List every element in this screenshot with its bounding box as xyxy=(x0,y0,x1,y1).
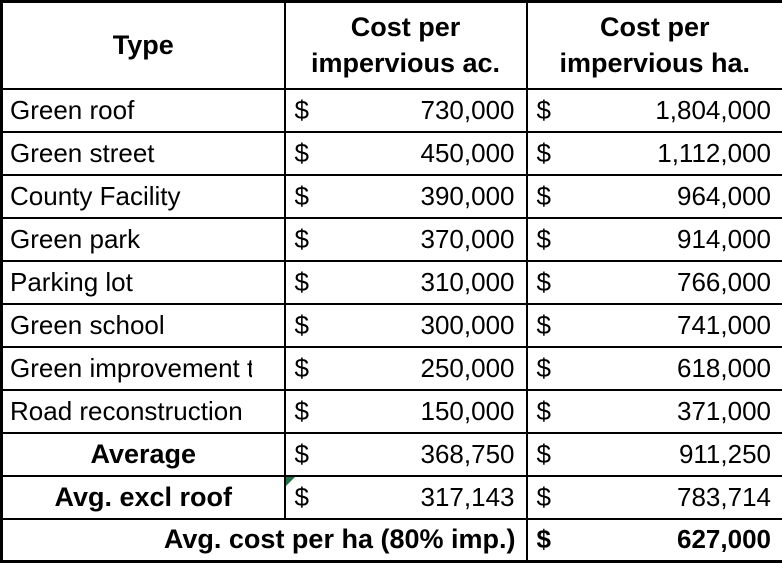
formula-error-indicator-icon xyxy=(286,477,295,486)
dollar-sign: $ xyxy=(537,95,551,126)
cell-value: 783,714 xyxy=(677,482,771,513)
cell-value: 150,000 xyxy=(421,396,515,427)
dollar-sign: $ xyxy=(295,95,309,126)
dollar-sign: $ xyxy=(295,138,309,169)
summary-row-avg-excl-roof: Avg. excl roof $317,143 $783,714 xyxy=(2,476,782,519)
dollar-sign: $ xyxy=(295,181,309,212)
dollar-sign: $ xyxy=(295,267,309,298)
cost-per-ac-cell[interactable]: $730,000 xyxy=(285,89,527,132)
cell-value: 300,000 xyxy=(421,310,515,341)
dollar-sign: $ xyxy=(537,482,551,513)
cell-value: 766,000 xyxy=(677,267,771,298)
type-cell[interactable]: Parking lot xyxy=(2,261,285,304)
table-row: Green street $450,000 $1,112,000 xyxy=(2,132,782,175)
cell-value: 741,000 xyxy=(677,310,771,341)
cell-value: 1,112,000 xyxy=(657,138,771,169)
cell-value: 250,000 xyxy=(421,353,515,384)
dollar-sign: $ xyxy=(537,524,551,555)
footer-row: Avg. cost per ha (80% imp.) $627,000 xyxy=(2,519,782,562)
cost-per-ha-cell[interactable]: $964,000 xyxy=(527,175,782,218)
summary-row-average: Average $368,750 $911,250 xyxy=(2,433,782,476)
cell-value: 450,000 xyxy=(421,138,515,169)
type-cell[interactable]: Road reconstruction xyxy=(2,390,285,433)
cost-per-ha-cell[interactable]: $371,000 xyxy=(527,390,782,433)
type-cell[interactable]: Green park xyxy=(2,218,285,261)
cost-per-ac-cell[interactable]: $310,000 xyxy=(285,261,527,304)
dollar-sign: $ xyxy=(537,181,551,212)
cell-value: 310,000 xyxy=(421,267,515,298)
avg-excl-roof-label-cell[interactable]: Avg. excl roof xyxy=(2,476,285,519)
cost-per-ac-cell[interactable]: $368,750 xyxy=(285,433,527,476)
cost-per-ac-cell[interactable]: $450,000 xyxy=(285,132,527,175)
cost-per-ha-cell[interactable]: $618,000 xyxy=(527,347,782,390)
type-cell[interactable]: Green roof xyxy=(2,89,285,132)
col-header-cost-per-impervious-ha[interactable]: Cost per impervious ha. xyxy=(527,2,782,89)
dollar-sign: $ xyxy=(537,267,551,298)
cost-per-ha-cell[interactable]: $1,804,000 xyxy=(527,89,782,132)
dollar-sign: $ xyxy=(295,353,309,384)
type-cell[interactable]: Green improvement t xyxy=(2,347,285,390)
cost-per-ha-cell[interactable]: $911,250 xyxy=(527,433,782,476)
header-row: Type Cost per impervious ac. Cost per im… xyxy=(2,2,782,89)
footer-label-cell[interactable]: Avg. cost per ha (80% imp.) xyxy=(2,519,527,562)
cost-per-ha-cell[interactable]: $914,000 xyxy=(527,218,782,261)
cost-per-ha-cell[interactable]: $783,714 xyxy=(527,476,782,519)
cell-value: 368,750 xyxy=(421,439,515,470)
type-cell[interactable]: County Facility xyxy=(2,175,285,218)
table-row: Green roof $730,000 $1,804,000 xyxy=(2,89,782,132)
cell-value: 627,000 xyxy=(677,524,771,555)
cost-per-ha-cell[interactable]: $1,112,000 xyxy=(527,132,782,175)
table-row: Road reconstruction $150,000 $371,000 xyxy=(2,390,782,433)
table-row: Green improvement t $250,000 $618,000 xyxy=(2,347,782,390)
table-row: Parking lot $310,000 $766,000 xyxy=(2,261,782,304)
dollar-sign: $ xyxy=(295,396,309,427)
cell-value: 371,000 xyxy=(677,396,771,427)
dollar-sign: $ xyxy=(537,224,551,255)
cell-value: 1,804,000 xyxy=(655,95,771,126)
dollar-sign: $ xyxy=(295,439,309,470)
dollar-sign: $ xyxy=(295,224,309,255)
col-header-type[interactable]: Type xyxy=(2,2,285,89)
dollar-sign: $ xyxy=(295,310,309,341)
cost-per-ac-cell[interactable]: $317,143 xyxy=(285,476,527,519)
cost-per-ac-cell[interactable]: $300,000 xyxy=(285,304,527,347)
cost-per-ac-cell[interactable]: $250,000 xyxy=(285,347,527,390)
dollar-sign: $ xyxy=(537,353,551,384)
dollar-sign: $ xyxy=(537,439,551,470)
table-row: Green school $300,000 $741,000 xyxy=(2,304,782,347)
type-label: Green improvement xyxy=(10,353,240,383)
cost-per-ac-cell[interactable]: $390,000 xyxy=(285,175,527,218)
cell-value: 730,000 xyxy=(421,95,515,126)
average-label-cell[interactable]: Average xyxy=(2,433,285,476)
cost-per-ha-cell[interactable]: $741,000 xyxy=(527,304,782,347)
cell-value: 317,143 xyxy=(421,482,515,513)
avg-cost-per-ha-cell[interactable]: $627,000 xyxy=(527,519,782,562)
dollar-sign: $ xyxy=(537,396,551,427)
cell-value: 618,000 xyxy=(677,353,771,384)
cell-value: 914,000 xyxy=(677,224,771,255)
table-row: County Facility $390,000 $964,000 xyxy=(2,175,782,218)
cell-value: 390,000 xyxy=(421,181,515,212)
clipped-overflow-text: t xyxy=(247,353,252,384)
cost-per-ac-cell[interactable]: $150,000 xyxy=(285,390,527,433)
table-row: Green park $370,000 $914,000 xyxy=(2,218,782,261)
dollar-sign: $ xyxy=(537,138,551,169)
cell-value: 964,000 xyxy=(677,181,771,212)
col-header-cost-per-impervious-ac[interactable]: Cost per impervious ac. xyxy=(285,2,527,89)
type-cell[interactable]: Green street xyxy=(2,132,285,175)
dollar-sign: $ xyxy=(295,482,309,513)
cell-value: 370,000 xyxy=(421,224,515,255)
cost-per-ha-cell[interactable]: $766,000 xyxy=(527,261,782,304)
type-cell[interactable]: Green school xyxy=(2,304,285,347)
cost-per-ac-cell[interactable]: $370,000 xyxy=(285,218,527,261)
dollar-sign: $ xyxy=(537,310,551,341)
cell-value: 911,250 xyxy=(679,439,771,470)
